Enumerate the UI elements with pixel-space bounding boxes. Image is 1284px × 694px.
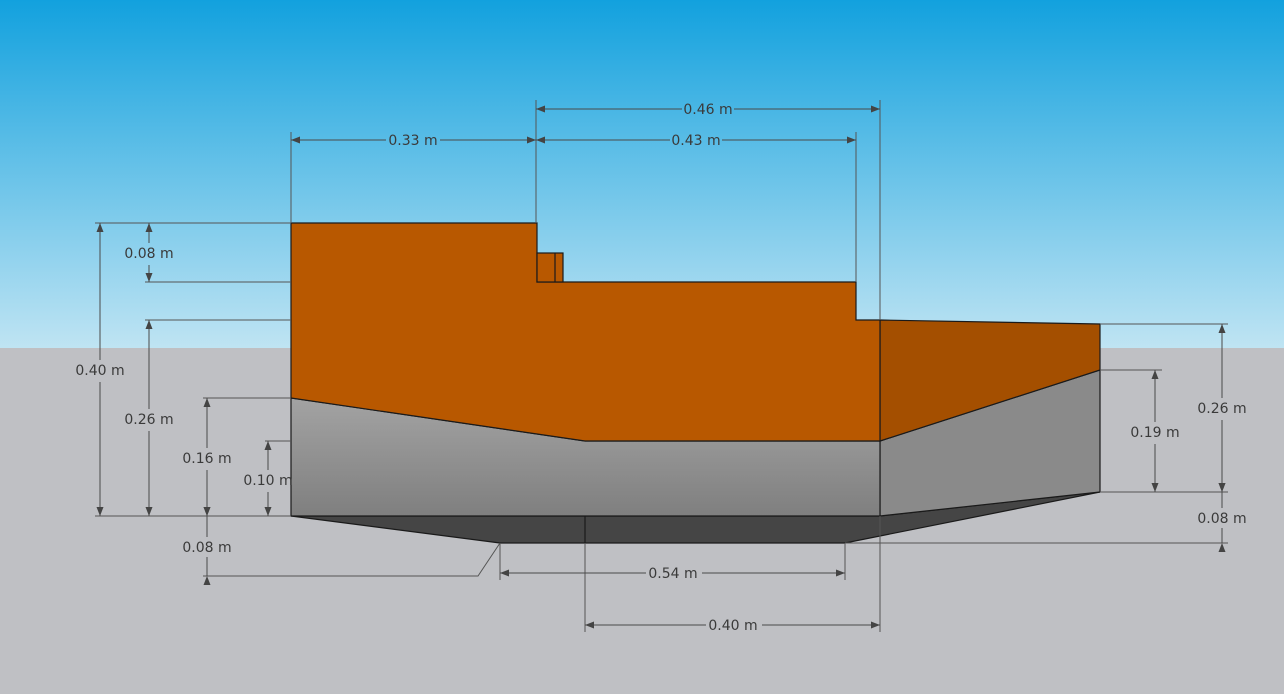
dim-label-left-step-height: 0.08 m	[124, 246, 173, 262]
dim-label-bottom-inner-width: 0.54 m	[648, 566, 697, 582]
dim-bottom-outer-width-arrow	[585, 621, 594, 629]
dim-left-bottom-offset-arrow	[203, 576, 211, 585]
dim-bottom-inner-width-arrow	[836, 569, 845, 577]
dim-label-left-bottom-offset: 0.08 m	[182, 540, 231, 556]
dim-label-top-overall-width: 0.46 m	[683, 102, 732, 118]
dim-right-bottom-offset-arrow	[1218, 543, 1226, 552]
dim-label-right-gray-height: 0.19 m	[1130, 425, 1179, 441]
dim-top-mid-width-arrow	[847, 136, 856, 144]
dim-label-right-total-height: 0.26 m	[1197, 401, 1246, 417]
notch-block	[536, 252, 564, 283]
dim-left-step-height-arrow	[145, 273, 153, 282]
model-geometry[interactable]	[290, 222, 1101, 544]
dim-label-top-mid-width: 0.43 m	[671, 133, 720, 149]
dim-label-bottom-outer-width: 0.40 m	[708, 618, 757, 634]
dim-left-total-height-arrow	[96, 223, 104, 232]
dim-label-left-total-height: 0.40 m	[75, 363, 124, 379]
dim-left-small-height-arrow	[264, 507, 272, 516]
dim-left-small-height-arrow	[264, 441, 272, 450]
dim-right-gray-height-arrow	[1151, 483, 1159, 492]
dim-label-left-small-height: 0.10 m	[243, 473, 292, 489]
dim-label-top-left-width: 0.33 m	[388, 133, 437, 149]
dim-left-gray-height-arrow	[203, 398, 211, 407]
dim-right-gray-height-arrow	[1151, 370, 1159, 379]
dim-left-mid-height-arrow	[145, 320, 153, 329]
dimension-lines	[96, 105, 1226, 629]
dim-right-bottom-offset-arrow	[1218, 483, 1226, 492]
dim-top-overall-width-arrow	[871, 105, 880, 113]
dim-top-left-width-arrow	[527, 136, 536, 144]
dim-left-mid-height-arrow	[145, 507, 153, 516]
dim-top-left-width-arrow	[291, 136, 300, 144]
dim-left-total-height-arrow	[96, 507, 104, 516]
dim-label-left-gray-height: 0.16 m	[182, 451, 231, 467]
dim-left-bottom-offset-arrow	[203, 507, 211, 516]
dim-label-left-mid-height: 0.26 m	[124, 412, 173, 428]
dim-label-right-bottom-offset: 0.08 m	[1197, 511, 1246, 527]
dim-left-step-height-arrow	[145, 223, 153, 232]
dim-bottom-outer-width-arrow	[871, 621, 880, 629]
dim-bottom-inner-width-arrow	[500, 569, 509, 577]
dim-top-overall-width-arrow	[536, 105, 545, 113]
dim-right-total-height-arrow	[1218, 324, 1226, 333]
dim-top-mid-width-arrow	[536, 136, 545, 144]
extension-lines	[95, 100, 1228, 632]
dimension-labels: 0.33 m 0.46 m 0.43 m 0.08 m 0.40 m 0.26 …	[75, 102, 1246, 634]
